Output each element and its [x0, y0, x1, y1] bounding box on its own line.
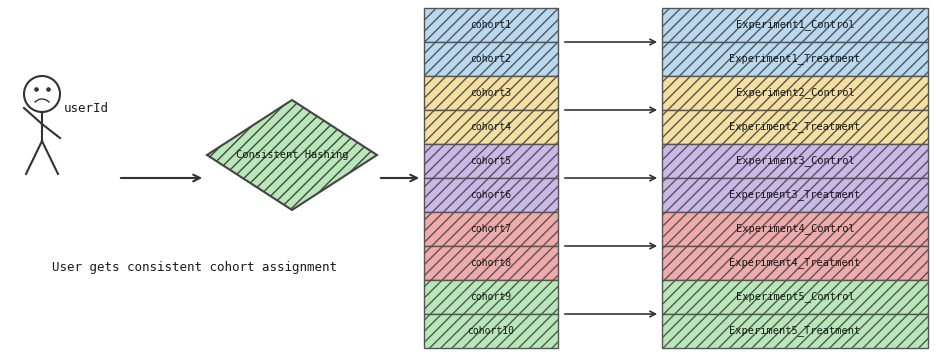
Text: Experiment4_Treatment: Experiment4_Treatment [729, 257, 860, 268]
Text: userId: userId [64, 101, 109, 115]
Text: cohort6: cohort6 [471, 190, 512, 200]
Bar [424, 246, 558, 280]
Bar [662, 212, 928, 246]
Bar [424, 42, 558, 76]
Text: Experiment5_Treatment: Experiment5_Treatment [729, 325, 860, 336]
Bar [662, 8, 928, 42]
Bar [662, 76, 928, 110]
Text: Experiment1_Control: Experiment1_Control [736, 20, 855, 31]
Bar [662, 110, 928, 144]
Text: Experiment3_Control: Experiment3_Control [736, 156, 855, 167]
Text: Experiment3_Treatment: Experiment3_Treatment [729, 189, 860, 200]
Text: Experiment2_Control: Experiment2_Control [736, 88, 855, 99]
Bar [662, 144, 928, 178]
Text: Experiment1_Treatment: Experiment1_Treatment [729, 53, 860, 64]
Bar [662, 178, 928, 212]
Bar [424, 144, 558, 178]
Text: cohort3: cohort3 [471, 88, 512, 98]
Text: cohort9: cohort9 [471, 292, 512, 302]
Polygon shape [207, 100, 377, 210]
Text: cohort5: cohort5 [471, 156, 512, 166]
Text: cohort10: cohort10 [467, 326, 515, 336]
Bar [424, 280, 558, 314]
Bar [424, 8, 558, 42]
Text: Experiment4_Control: Experiment4_Control [736, 224, 855, 235]
Text: cohort8: cohort8 [471, 258, 512, 268]
Text: Consistent Hashing: Consistent Hashing [236, 150, 348, 160]
Text: cohort4: cohort4 [471, 122, 512, 132]
Bar [424, 314, 558, 348]
Bar [424, 76, 558, 110]
Bar [662, 42, 928, 76]
Bar [662, 314, 928, 348]
Text: User gets consistent cohort assignment: User gets consistent cohort assignment [52, 262, 338, 274]
Text: Experiment2_Treatment: Experiment2_Treatment [729, 121, 860, 132]
Bar [662, 280, 928, 314]
Bar [662, 246, 928, 280]
Bar [424, 212, 558, 246]
Text: cohort7: cohort7 [471, 224, 512, 234]
Bar [424, 110, 558, 144]
Text: cohort2: cohort2 [471, 54, 512, 64]
Text: Experiment5_Control: Experiment5_Control [736, 292, 855, 303]
Bar [424, 178, 558, 212]
Text: cohort1: cohort1 [471, 20, 512, 30]
